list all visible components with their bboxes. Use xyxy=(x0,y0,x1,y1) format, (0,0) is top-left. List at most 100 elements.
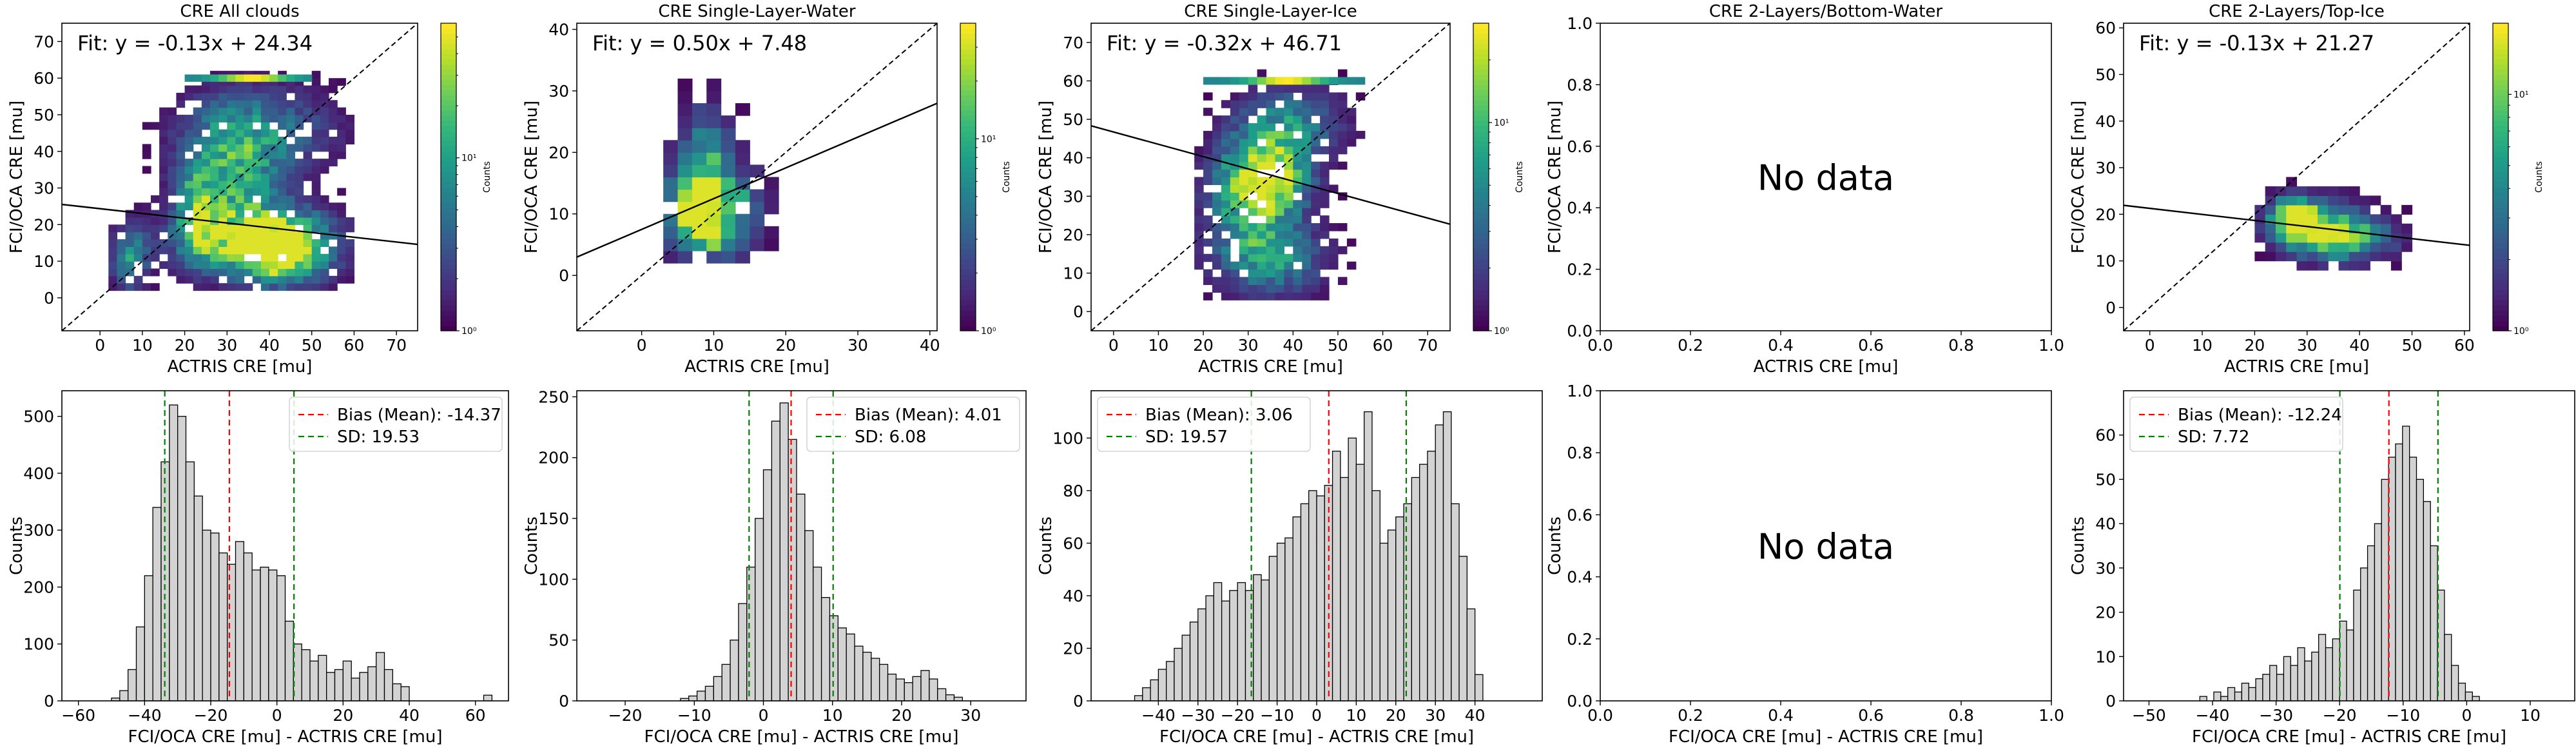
heatmap-cell xyxy=(764,226,779,239)
heatmap-cell xyxy=(295,210,304,218)
heatmap-cell xyxy=(252,166,262,174)
heatmap-cell xyxy=(1194,146,1204,155)
heatmap-cell xyxy=(278,217,287,225)
heatmap-cell xyxy=(1275,223,1284,231)
heatmap-cell xyxy=(2359,242,2371,252)
colorbar-frame xyxy=(2492,23,2509,331)
y-tick-label: 0.6 xyxy=(1567,137,1593,156)
heatmap-cell xyxy=(1266,277,1276,286)
heatmap-cell xyxy=(227,92,237,101)
heatmap-cell xyxy=(260,217,270,225)
plot-area xyxy=(62,23,418,331)
heatmap-cell xyxy=(1221,269,1231,278)
heatmap-cell xyxy=(235,275,245,284)
colorbar-step xyxy=(441,135,456,142)
heatmap-cell xyxy=(1203,292,1213,300)
heatmap-cell xyxy=(2338,242,2350,252)
colorbar-step xyxy=(960,146,976,152)
heatmap-cell xyxy=(1239,223,1249,231)
heatmap-cell xyxy=(706,238,722,251)
heatmap-cell xyxy=(1230,292,1240,300)
heatmap-cell xyxy=(1230,223,1240,231)
heatmap-cell xyxy=(1230,200,1240,208)
heatmap-cell xyxy=(184,159,194,167)
heatmap-cell xyxy=(1239,100,1249,108)
heatmap-cell xyxy=(1293,223,1303,231)
x-tick-label: −40 xyxy=(128,706,162,725)
heatmap-cell xyxy=(1203,215,1213,224)
heatmap-cell xyxy=(1230,153,1240,162)
heatmap-cell xyxy=(201,195,211,203)
heatmap-cell xyxy=(1257,146,1267,155)
heatmap-cell xyxy=(210,283,219,291)
histogram-bar xyxy=(2457,682,2466,701)
colorbar-tick-label: 10¹ xyxy=(981,134,996,144)
heatmap-cell xyxy=(2390,214,2402,224)
heatmap-cell xyxy=(227,181,237,189)
heatmap-cell xyxy=(269,217,278,225)
colorbar-step xyxy=(1473,28,1489,34)
heatmap-cell xyxy=(210,246,219,255)
heatmap-cell xyxy=(210,261,219,270)
heatmap-cell xyxy=(125,239,135,247)
histogram-bar xyxy=(268,569,278,701)
heatmap-cell xyxy=(1311,192,1321,201)
heatmap-cell xyxy=(210,137,219,144)
heatmap-cell xyxy=(176,275,186,284)
heatmap-cell xyxy=(311,217,321,225)
heatmap-cell xyxy=(235,107,245,115)
y-tick-label: 400 xyxy=(23,464,54,483)
colorbar-step xyxy=(441,126,456,132)
heatmap-cell xyxy=(244,107,253,115)
y-tick-label: 80 xyxy=(1063,482,1083,500)
heatmap-cell xyxy=(1239,77,1249,85)
heatmap-cell xyxy=(218,85,228,93)
heatmap-cell xyxy=(345,261,355,270)
histogram-bar xyxy=(2304,660,2312,701)
heatmap-cell xyxy=(2318,233,2329,243)
colorbar-step xyxy=(1473,259,1489,265)
heatmap-cell xyxy=(201,107,211,115)
histogram-bar xyxy=(342,660,352,701)
colorbar-step xyxy=(1473,43,1489,50)
y-tick-label: 20 xyxy=(34,215,54,234)
heatmap-cell xyxy=(735,189,750,202)
heatmap-cell xyxy=(286,85,296,93)
heatmap-cell xyxy=(235,188,245,196)
heatmap-cell xyxy=(677,250,693,264)
heatmap-cell xyxy=(337,114,346,123)
heatmap-cell xyxy=(244,114,253,123)
heatmap-cell xyxy=(108,246,118,255)
heatmap-cell xyxy=(125,231,135,240)
heatmap-cell xyxy=(1320,84,1330,93)
heatmap-cell xyxy=(278,78,287,86)
colorbar-step xyxy=(1473,233,1489,239)
heatmap-cell xyxy=(1337,223,1348,231)
heatmap-cell xyxy=(218,107,228,115)
plot-frame xyxy=(576,23,938,331)
histogram-bar xyxy=(2360,567,2368,701)
heatmap-cell xyxy=(1311,84,1321,93)
heatmap-cell xyxy=(1230,192,1240,201)
heatmap-cell xyxy=(210,144,219,152)
heatmap-cell xyxy=(311,92,321,101)
heatmap-cell xyxy=(176,268,186,277)
fit-line xyxy=(1091,124,1450,225)
heatmap-cell xyxy=(235,92,245,101)
heatmap-cell xyxy=(235,100,245,108)
heatmap-cell xyxy=(227,253,237,262)
heatmap-cell xyxy=(201,224,211,233)
heatmap-cell xyxy=(1311,100,1321,108)
heatmap-cell xyxy=(260,283,270,291)
colorbar-step xyxy=(2493,126,2508,132)
heatmap-cell xyxy=(269,268,278,277)
heatmap-cell xyxy=(750,213,765,227)
colorbar-step xyxy=(1473,253,1489,260)
histogram-bar xyxy=(771,420,780,701)
colorbar-step xyxy=(960,228,976,234)
heatmap-cell xyxy=(311,195,321,203)
heatmap-cell xyxy=(286,166,296,174)
heatmap-cell xyxy=(295,137,304,144)
